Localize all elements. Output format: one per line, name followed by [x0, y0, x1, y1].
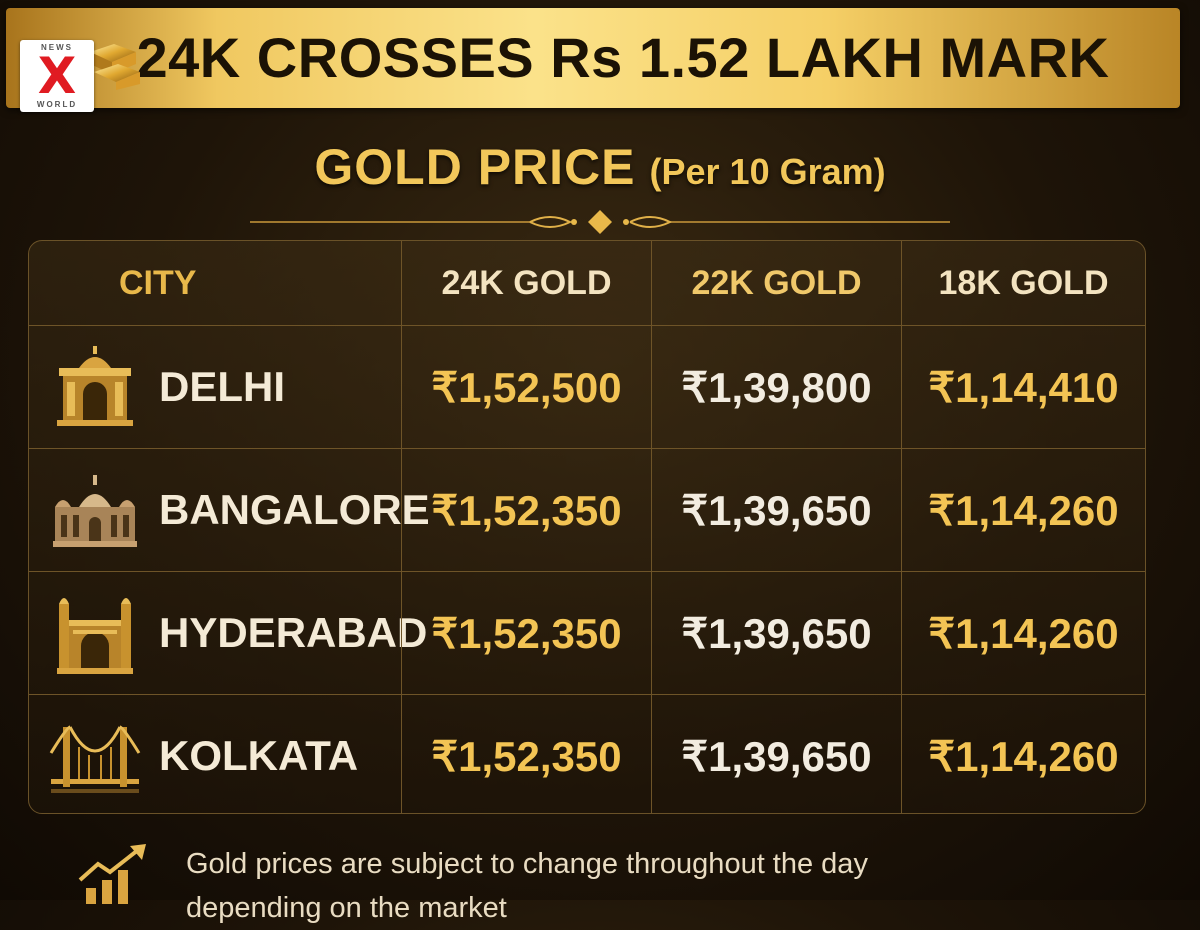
table-row: KOLKATA ₹1,52,350 ₹1,39,650 ₹1,14,260 — [29, 694, 1145, 813]
subtitle: GOLD PRICE (Per 10 Gram) — [0, 138, 1200, 196]
gold-price-table: CITY 24K GOLD 22K GOLD 18K GOLD DELHI ₹1… — [28, 240, 1146, 814]
price-22k: ₹1,39,650 — [681, 486, 872, 534]
table-header-row: CITY 24K GOLD 22K GOLD 18K GOLD — [29, 241, 1145, 325]
price-22k: ₹1,39,650 — [681, 732, 872, 780]
price-22k: ₹1,39,800 — [681, 363, 872, 411]
gold-bars-icon — [90, 44, 140, 90]
table-row: BANGALORE ₹1,52,350 ₹1,39,650 ₹1,14,260 — [29, 448, 1145, 571]
city-name: BANGALORE — [159, 486, 430, 533]
price-24k: ₹1,52,350 — [431, 609, 622, 657]
subtitle-main: GOLD PRICE — [314, 139, 636, 195]
header-22k: 22K GOLD — [691, 263, 862, 302]
vidhana-soudha-icon — [53, 475, 137, 547]
logo-bottom-text: WORLD — [36, 100, 78, 109]
price-24k: ₹1,52,350 — [431, 732, 622, 780]
headline-title: 24K CROSSES Rs 1.52 LAKH MARK — [136, 26, 1110, 89]
city-name: HYDERABAD — [159, 609, 428, 656]
india-gate-icon — [57, 346, 133, 426]
price-18k: ₹1,14,260 — [928, 732, 1119, 780]
price-18k: ₹1,14,410 — [928, 363, 1119, 411]
city-name: KOLKATA — [159, 732, 359, 779]
subtitle-unit: (Per 10 Gram) — [649, 151, 886, 192]
header-city: CITY — [119, 263, 197, 302]
price-24k: ₹1,52,500 — [431, 363, 622, 411]
footnote-line-2: depending on the market — [186, 892, 507, 924]
price-18k: ₹1,14,260 — [928, 609, 1119, 657]
price-24k: ₹1,52,350 — [431, 486, 622, 534]
ornament-divider — [250, 210, 950, 234]
price-22k: ₹1,39,650 — [681, 609, 872, 657]
footnote: Gold prices are subject to change throug… — [186, 842, 1186, 930]
header-18k: 18K GOLD — [938, 263, 1109, 302]
header-24k: 24K GOLD — [441, 263, 612, 302]
logo-top-text: NEWS — [41, 43, 73, 52]
price-18k: ₹1,14,260 — [928, 486, 1119, 534]
table-row: DELHI ₹1,52,500 ₹1,39,800 ₹1,14,410 — [29, 325, 1145, 448]
howrah-bridge-icon — [49, 725, 141, 793]
trend-up-icon — [78, 844, 146, 904]
charminar-icon — [57, 598, 133, 674]
table-row: HYDERABAD ₹1,52,350 ₹1,39,650 ₹1,14,260 — [29, 571, 1145, 694]
footnote-line-1: Gold prices are subject to change throug… — [186, 848, 868, 880]
logo-mark: X — [37, 47, 77, 105]
news-x-world-logo: NEWS X WORLD — [20, 40, 94, 112]
city-name: DELHI — [159, 363, 285, 410]
headline-banner: 24K CROSSES Rs 1.52 LAKH MARK — [6, 8, 1180, 108]
